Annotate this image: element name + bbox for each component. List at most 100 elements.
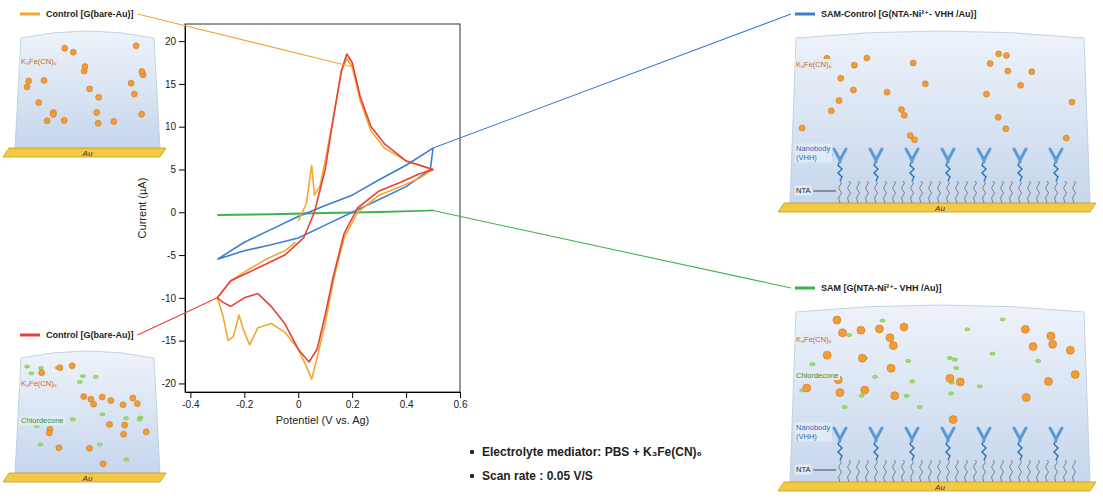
nanobody — [978, 428, 990, 441]
mediator-molecule — [887, 364, 895, 372]
mediator-molecule — [50, 112, 56, 118]
nanobody-label-line: (VHH) — [796, 153, 817, 162]
mediator-molecule — [983, 91, 989, 97]
x-tick-mark — [460, 392, 461, 398]
sam-chain — [902, 460, 905, 482]
legend-swatch — [795, 13, 815, 16]
sam-chain — [1046, 460, 1049, 482]
x-tick: 0 — [296, 392, 302, 410]
legend-entry: SAM [G(NTA-Ni²⁺- VHH /Au)] — [821, 283, 942, 293]
sam-chain — [1001, 181, 1004, 203]
y-axis-title: Current (µA) — [136, 178, 148, 239]
analyte-molecule — [24, 365, 29, 368]
nanobody — [1014, 149, 1026, 162]
mediator-molecule — [901, 112, 907, 118]
electrode-label: Au — [934, 204, 945, 213]
figure: -0.4-0.200.20.40.6-20-15-10-505101520Pot… — [0, 0, 1103, 503]
mediator-molecule — [69, 363, 75, 369]
mediator-molecule — [828, 108, 834, 114]
y-tick: 20 — [165, 36, 185, 47]
analyte-molecule — [38, 366, 43, 369]
mediator-molecule — [95, 120, 101, 126]
label-patch — [795, 334, 834, 344]
electrode-label: Au — [82, 149, 93, 158]
x-tick: -0.2 — [236, 392, 254, 410]
mediator-molecule — [799, 125, 805, 131]
analyte-molecule — [954, 366, 959, 369]
x-axis: -0.4-0.200.20.40.6 — [182, 392, 468, 410]
mediator-molecule — [70, 49, 76, 55]
sam-chain — [884, 181, 887, 203]
analyte-molecule — [1000, 318, 1005, 321]
y-tick: -5 — [167, 250, 185, 261]
solution — [790, 305, 1090, 482]
x-tick: 0.4 — [400, 392, 414, 410]
x-tick-label: 0 — [296, 399, 302, 410]
series-line — [217, 211, 433, 216]
panel: AuK₃Fe(CN)₆Nanobody(VHH)NTASAM-Control [… — [778, 9, 1096, 213]
analyte-molecule — [917, 405, 922, 408]
mediator-molecule — [839, 329, 847, 337]
mediator-label: K₃Fe(CN)₆ — [21, 379, 57, 388]
mediator-molecule — [108, 398, 114, 404]
his-tag — [1018, 440, 1022, 460]
nanobody — [870, 428, 882, 441]
linker-label: NTA — [796, 465, 810, 474]
mediator-molecule — [94, 109, 100, 115]
mediator-molecule — [134, 401, 140, 407]
analyte-molecule — [70, 418, 75, 421]
mediator-molecule — [886, 334, 894, 342]
y-tick-label: 15 — [165, 79, 177, 90]
mediator-molecule — [823, 351, 831, 359]
solution — [790, 31, 1090, 203]
panel: AuK₃Fe(CN)₆ChlordeconeNanobody(VHH)NTASA… — [778, 283, 1096, 492]
mediator-molecule — [1044, 377, 1052, 385]
mediator-molecule — [1029, 343, 1037, 351]
x-tick-mark — [244, 392, 245, 398]
legend-entry: SAM-Control [G(NTA-Ni²⁺- VHH /Au)] — [821, 9, 977, 19]
analyte-molecule — [965, 328, 970, 331]
y-tick-mark — [179, 212, 185, 213]
mediator-molecule — [1022, 394, 1030, 402]
x-tick-mark — [190, 392, 191, 398]
electrode-label: Au — [82, 474, 93, 483]
annotation: Scan rate : 0.05 V/S — [482, 469, 593, 483]
nanobody-label-line: Nanobody — [796, 423, 830, 432]
panel: AuK₃Fe(CN)₆Control [G(bare-Au)] — [3, 9, 166, 158]
mediator-molecule — [900, 323, 908, 331]
y-axis: -20-15-10-505101520 — [162, 25, 186, 393]
mediator-molecule — [850, 87, 856, 93]
nanobody-label-line: Nanobody — [796, 144, 830, 153]
leader-line — [138, 14, 353, 67]
nanobody — [942, 428, 954, 441]
mediator-molecule — [946, 374, 954, 382]
y-tick-label: 20 — [165, 36, 177, 47]
sam-chain — [1055, 181, 1058, 203]
mediator-molecule — [836, 389, 844, 397]
sam-chain — [1019, 460, 1022, 482]
x-tick-label: -0.4 — [182, 399, 200, 410]
nanobody-label-line: (VHH) — [796, 432, 817, 441]
mediator-molecule — [898, 107, 904, 113]
mediator-molecule — [39, 370, 45, 376]
analyte-molecule — [859, 394, 864, 397]
mediator-molecule — [61, 117, 67, 123]
y-axis-line — [185, 25, 186, 393]
legend-swatch — [20, 334, 40, 337]
leader-line — [138, 298, 218, 335]
mediator-molecule — [1063, 135, 1069, 141]
sam-chain — [974, 181, 977, 203]
y-tick-mark — [179, 255, 185, 256]
mediator-molecule — [121, 431, 127, 437]
analyte-molecule — [906, 359, 911, 362]
sam-chain — [884, 460, 887, 482]
mediator-molecule — [122, 422, 128, 428]
mediator-molecule — [44, 118, 50, 124]
analyte-molecule — [872, 375, 877, 378]
label-patch — [795, 465, 812, 475]
mediator-molecule — [24, 84, 30, 90]
analyte-molecule — [137, 418, 142, 421]
sam-chain — [857, 181, 860, 203]
x-tick-label: 0.6 — [454, 399, 468, 410]
mediator-molecule — [87, 86, 93, 92]
